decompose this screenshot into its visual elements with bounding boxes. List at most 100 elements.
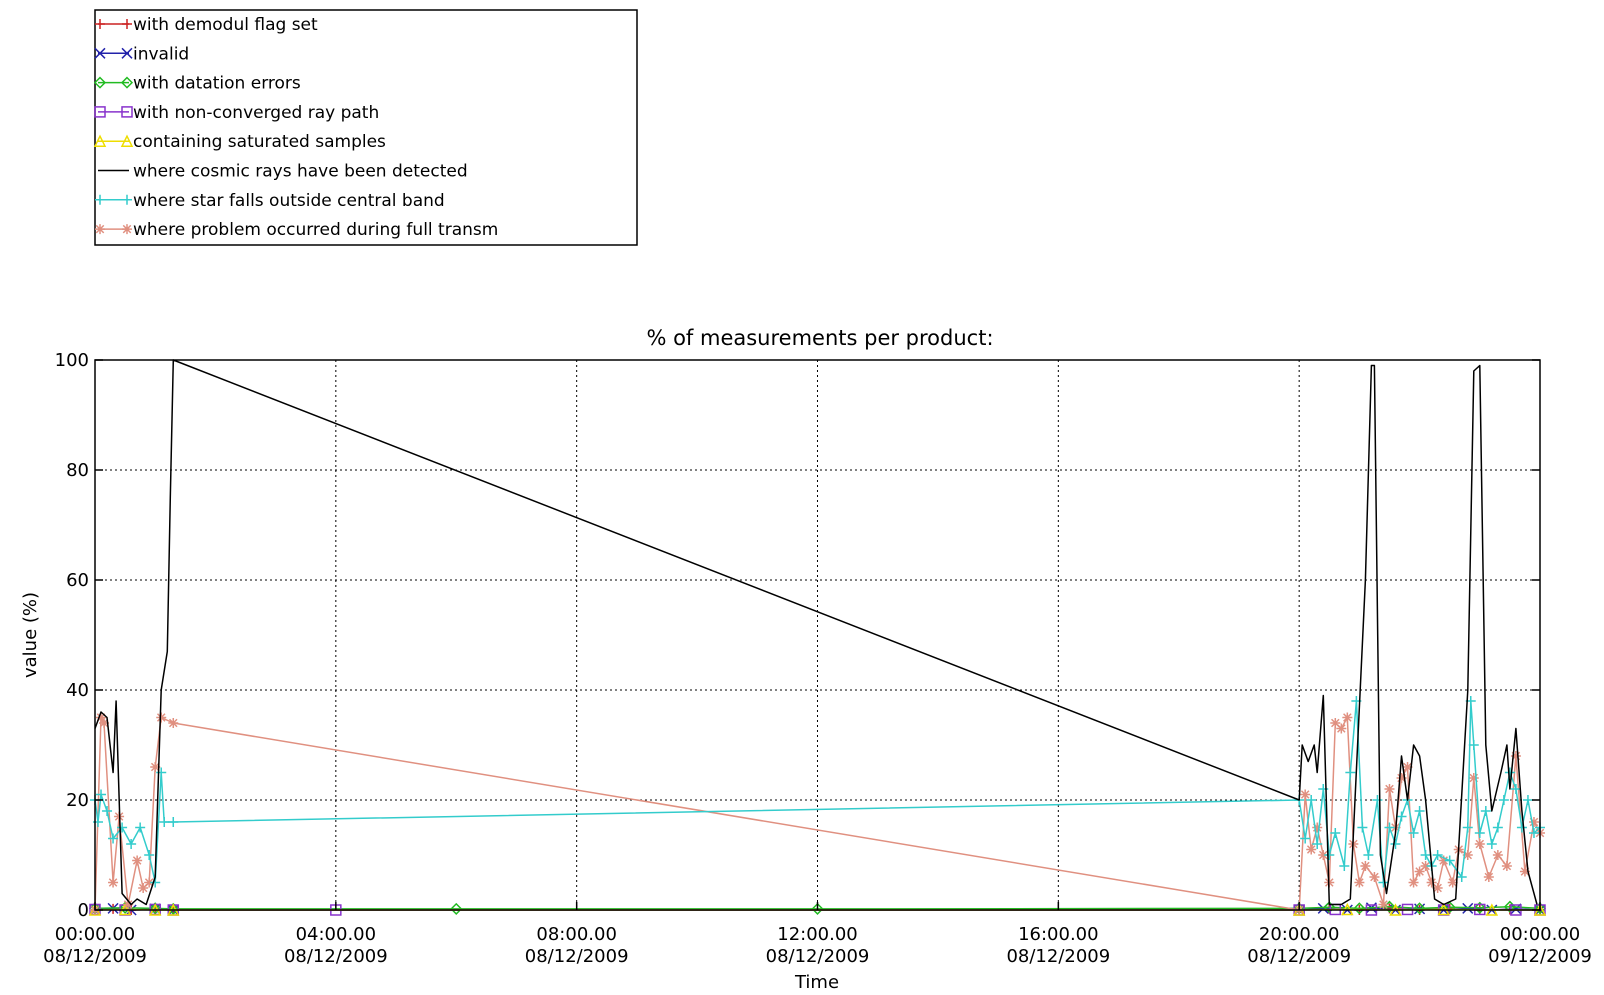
data-point [144, 877, 155, 888]
data-point [96, 712, 107, 723]
data-point [149, 902, 162, 915]
x-tick-label-date: 08/12/2009 [284, 946, 388, 967]
data-point [108, 833, 119, 844]
legend-entry: containing saturated samples [93, 132, 386, 152]
data-point [132, 855, 143, 866]
legend-entry: where star falls outside central band [95, 191, 445, 211]
data-point [1456, 872, 1467, 882]
data-point [1468, 773, 1479, 783]
legend-entry: where problem occurred during full trans… [95, 220, 498, 240]
data-point [1528, 817, 1539, 827]
data-point [1462, 822, 1473, 833]
data-point [1336, 723, 1347, 734]
legend-label: with non-converged ray path [133, 103, 379, 123]
data-point [1492, 822, 1503, 833]
y-tick-label: 100 [55, 350, 89, 371]
data-point [1363, 850, 1374, 860]
legend-label: containing saturated samples [133, 132, 386, 152]
data-point [1444, 855, 1455, 866]
x-tick-label-date: 08/12/2009 [525, 946, 629, 967]
data-point [156, 712, 167, 723]
data-point [1312, 839, 1323, 849]
data-point [1354, 877, 1365, 888]
data-point [108, 877, 119, 888]
legend-marker [94, 47, 106, 59]
y-tick-label: 0 [78, 900, 89, 921]
data-point [1468, 740, 1479, 750]
data-point [1414, 806, 1425, 816]
data-point [1300, 833, 1311, 844]
legend-marker [120, 134, 134, 147]
legend-label: invalid [133, 44, 189, 64]
legend-marker [122, 194, 132, 205]
data-point [1342, 712, 1353, 723]
data-point [1357, 822, 1368, 833]
legend-marker [120, 76, 134, 89]
x-tick-label-time: 12:00.00 [777, 924, 858, 945]
data-point [1408, 877, 1419, 888]
data-point [1462, 902, 1474, 914]
x-tick-label-time: 04:00.00 [296, 924, 377, 945]
data-point [167, 902, 180, 915]
data-point [1369, 872, 1380, 882]
data-point [1519, 866, 1530, 877]
y-axis-label: value (%) [20, 592, 41, 678]
legend-entry: invalid [94, 44, 189, 64]
data-point [1408, 828, 1419, 838]
legend-label: where cosmic rays have been detected [133, 162, 468, 182]
data-point [1510, 751, 1521, 761]
y-tick-label: 60 [66, 570, 89, 591]
y-tick-label: 40 [66, 680, 89, 701]
series-line [94, 359, 1538, 906]
data-point [1330, 718, 1341, 728]
data-point [144, 850, 155, 860]
data-point [1318, 850, 1329, 860]
data-point [168, 718, 179, 728]
x-tick-label-date: 08/12/2009 [766, 946, 870, 967]
legend-marker [93, 134, 107, 147]
series-line [94, 905, 1541, 910]
data-point [1324, 850, 1335, 860]
x-axis-label: Time [794, 972, 839, 991]
data-point [1420, 861, 1431, 871]
legend-marker [122, 224, 132, 235]
data-point [1474, 839, 1485, 849]
data-point [1510, 784, 1521, 794]
data-point [1413, 902, 1426, 915]
legend-marker [93, 76, 107, 89]
data-point [1312, 822, 1323, 833]
legend-marker [122, 19, 132, 29]
data-point [1372, 795, 1383, 805]
grid [95, 360, 1540, 910]
legend-marker [121, 47, 133, 59]
data-point [1345, 767, 1356, 778]
axes: 02040608010000:00.0008/12/200904:00.0008… [43, 350, 1592, 967]
data-point [1492, 850, 1503, 860]
x-tick-label-time: 00:00.00 [1500, 924, 1581, 945]
legend-marker [121, 106, 133, 118]
data-point [1330, 828, 1341, 838]
legend-entry: where cosmic rays have been detected [98, 162, 468, 182]
series-5 [94, 359, 1538, 906]
data-point [96, 789, 107, 800]
data-point [1300, 789, 1311, 800]
legend-marker [95, 194, 105, 205]
legend-entry: with demodul flag set [95, 15, 318, 35]
legend-entry: with datation errors [93, 74, 301, 94]
data-point [1384, 784, 1395, 794]
x-tick-label-time: 16:00.00 [1018, 924, 1099, 945]
data-point [135, 822, 146, 833]
data-point [1498, 795, 1509, 805]
data-point [1486, 839, 1497, 849]
legend-marker [95, 224, 105, 235]
data-point [168, 817, 179, 827]
data-point [1360, 861, 1371, 871]
x-tick-label-time: 08:00.00 [536, 924, 617, 945]
data-point [1384, 822, 1395, 833]
data-point [150, 762, 161, 772]
data-point [102, 806, 113, 816]
data-point [99, 718, 110, 728]
data-point [1501, 861, 1512, 871]
